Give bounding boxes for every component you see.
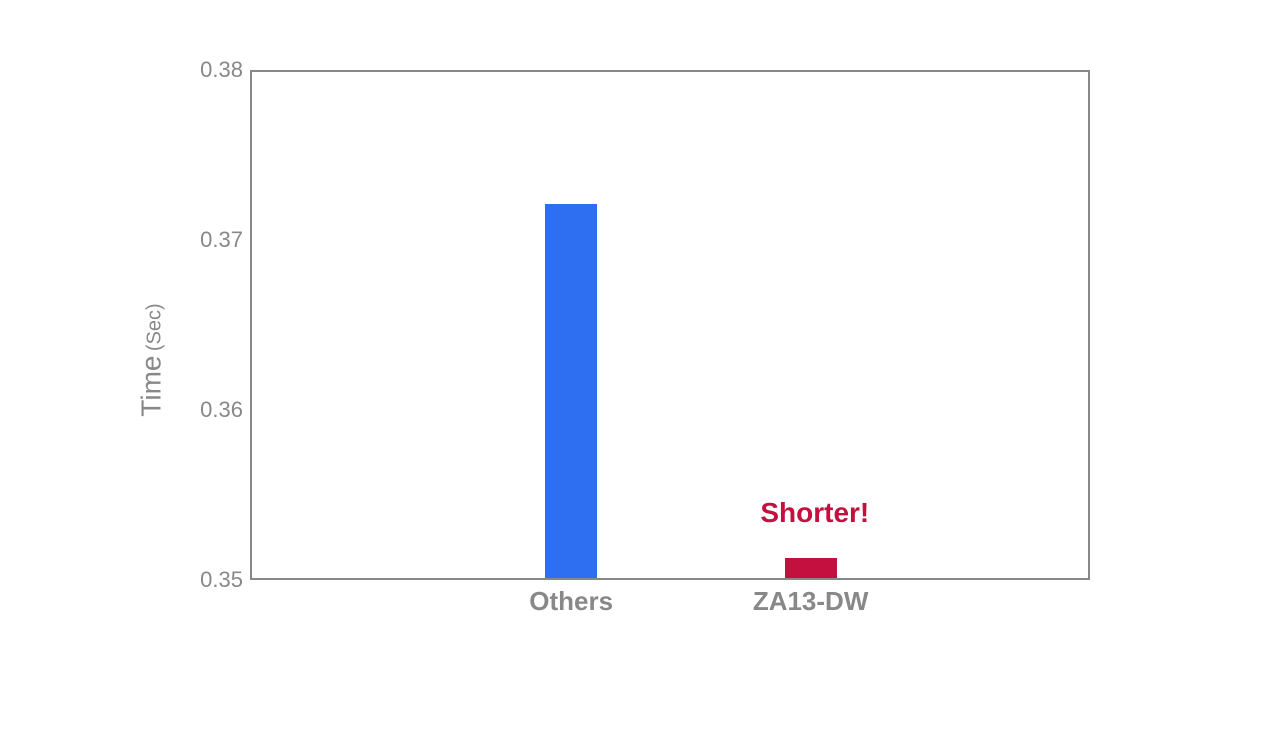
- plot-area: Others ZA13-DW Shorter!: [250, 70, 1090, 580]
- y-axis-title: Time (Sec): [136, 303, 168, 416]
- bar-label-za13-dw: ZA13-DW: [753, 586, 869, 617]
- y-axis-title-unit: (Sec): [144, 303, 166, 351]
- bar-others: [545, 204, 597, 578]
- ytick-label-3: 0.38: [200, 57, 243, 83]
- ytick-label-1: 0.36: [200, 397, 243, 423]
- ytick-label-0: 0.35: [200, 567, 243, 593]
- y-axis-title-main: Time: [136, 356, 167, 417]
- bar-label-others: Others: [529, 586, 613, 617]
- time-bar-chart: Time (Sec) 0.35 0.36 0.37 0.38 Others ZA…: [135, 50, 1155, 670]
- chart-annotation-shorter: Shorter!: [760, 497, 869, 529]
- bar-za13-dw: [785, 558, 837, 578]
- ytick-label-2: 0.37: [200, 227, 243, 253]
